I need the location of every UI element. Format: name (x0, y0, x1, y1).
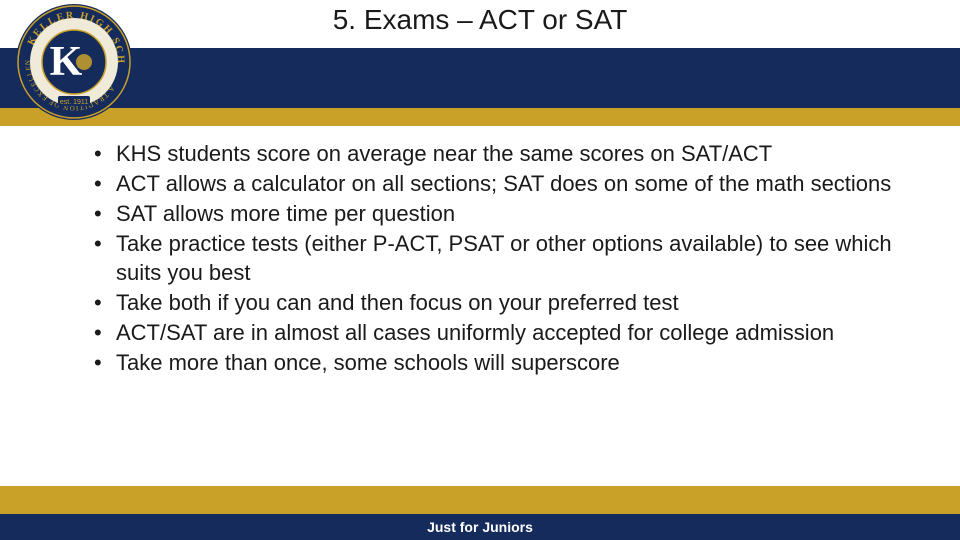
list-item: Take practice tests (either P-ACT, PSAT … (88, 230, 920, 286)
list-item: ACT allows a calculator on all sections;… (88, 170, 920, 198)
school-logo: K KELLER HIGH SCHOOL A TRADITION OF EXCE… (14, 2, 134, 122)
list-item: Take both if you can and then focus on y… (88, 289, 920, 317)
list-item: Take more than once, some schools will s… (88, 349, 920, 377)
svg-text:est. 1911: est. 1911 (60, 99, 88, 106)
slide-title: 5. Exams – ACT or SAT (0, 4, 960, 36)
list-item: ACT/SAT are in almost all cases uniforml… (88, 319, 920, 347)
list-item: SAT allows more time per question (88, 200, 920, 228)
footer-text: Just for Juniors (427, 519, 533, 535)
gold-stripe (0, 108, 960, 126)
footer-gold-stripe (0, 486, 960, 514)
header-band: 5. Exams – ACT or SAT (0, 0, 960, 48)
navy-stripe (0, 48, 960, 108)
footer-navy-stripe: Just for Juniors (0, 514, 960, 540)
bullet-list: KHS students score on average near the s… (88, 140, 920, 377)
content-area: KHS students score on average near the s… (88, 140, 920, 379)
list-item: KHS students score on average near the s… (88, 140, 920, 168)
slide: 5. Exams – ACT or SAT K KELLER HIGH SCHO (0, 0, 960, 540)
